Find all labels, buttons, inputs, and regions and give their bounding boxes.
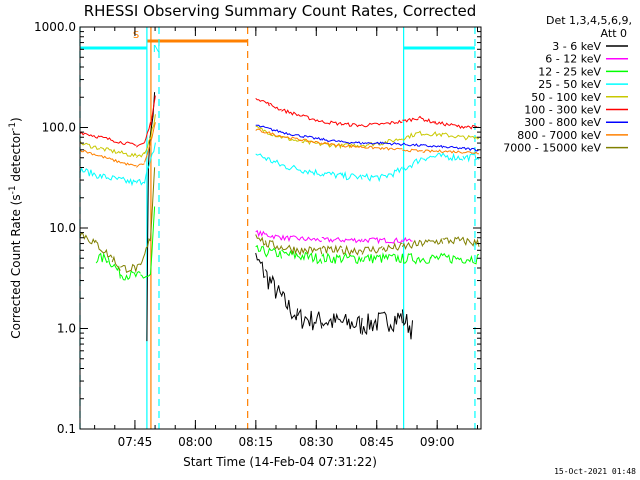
series-line-3 [79, 142, 480, 187]
legend-label: 100 - 300 keV [524, 104, 601, 117]
x-tick-label: 07:45 [118, 435, 153, 449]
series-line-5 [79, 95, 480, 148]
legend-header-line-2: Att 0 [601, 27, 627, 40]
legend-label: 300 - 800 keV [524, 116, 601, 129]
y-axis-label-sup1: -1 [8, 185, 18, 194]
y-axis-label: Corrected Count Rate (s-1 detector-1) [8, 117, 23, 338]
chart-title: RHESSI Observing Summary Count Rates, Co… [84, 2, 477, 20]
series-line-6 [255, 124, 480, 152]
y-tick-label: 0.1 [57, 422, 76, 436]
y-axis-label-base: Corrected Count Rate (s [9, 194, 23, 338]
y-tick-label: 100.0 [42, 121, 76, 135]
legend-header-line-1: Det 1,3,4,5,6,9, [546, 14, 632, 27]
x-tick-label: 08:30 [299, 435, 334, 449]
y-tick-label: 10.0 [49, 221, 76, 235]
legend-label: 12 - 25 keV [538, 65, 601, 78]
legend-label: 800 - 7000 keV [517, 129, 601, 142]
y-axis-label-end: ) [9, 117, 23, 122]
y-tick-label: 1.0 [57, 322, 76, 336]
x-tick-label: 08:45 [359, 435, 394, 449]
x-tick-label: 09:00 [420, 435, 455, 449]
legend-label: 6 - 12 keV [545, 53, 601, 66]
y-tick-label: 1000.0 [34, 20, 76, 34]
y-axis: 1000.0 100.0 10.0 1.0 0.1 [34, 20, 481, 436]
series-line-8 [79, 167, 480, 274]
x-tick-label: 08:15 [239, 435, 274, 449]
x-axis-label: Start Time (14-Feb-04 07:31:22) [183, 455, 377, 469]
legend-label: 50 - 100 keV [531, 91, 601, 104]
interval-bars: NS [80, 30, 475, 55]
timestamp-stamp: 15-Oct-2021 01:48 [554, 467, 636, 476]
y-axis-label-sup2: -1 [8, 122, 18, 131]
legend-label: 25 - 50 keV [538, 78, 601, 91]
x-tick-label: 08:00 [178, 435, 213, 449]
interval-label-saa: S [133, 30, 139, 41]
series-line-1 [255, 229, 413, 245]
interval-label-night: N [153, 44, 160, 55]
series-line-2 [95, 206, 480, 281]
x-axis: 07:45 08:00 08:15 08:30 08:45 09:00 [94, 27, 478, 449]
series-lines [79, 92, 480, 342]
legend-label: 7000 - 15000 keV [503, 142, 601, 155]
series-line-0 [146, 92, 413, 342]
legend-label: 3 - 6 keV [552, 40, 601, 53]
y-axis-label-mid: detector [9, 131, 23, 186]
series-line-7 [79, 122, 479, 168]
